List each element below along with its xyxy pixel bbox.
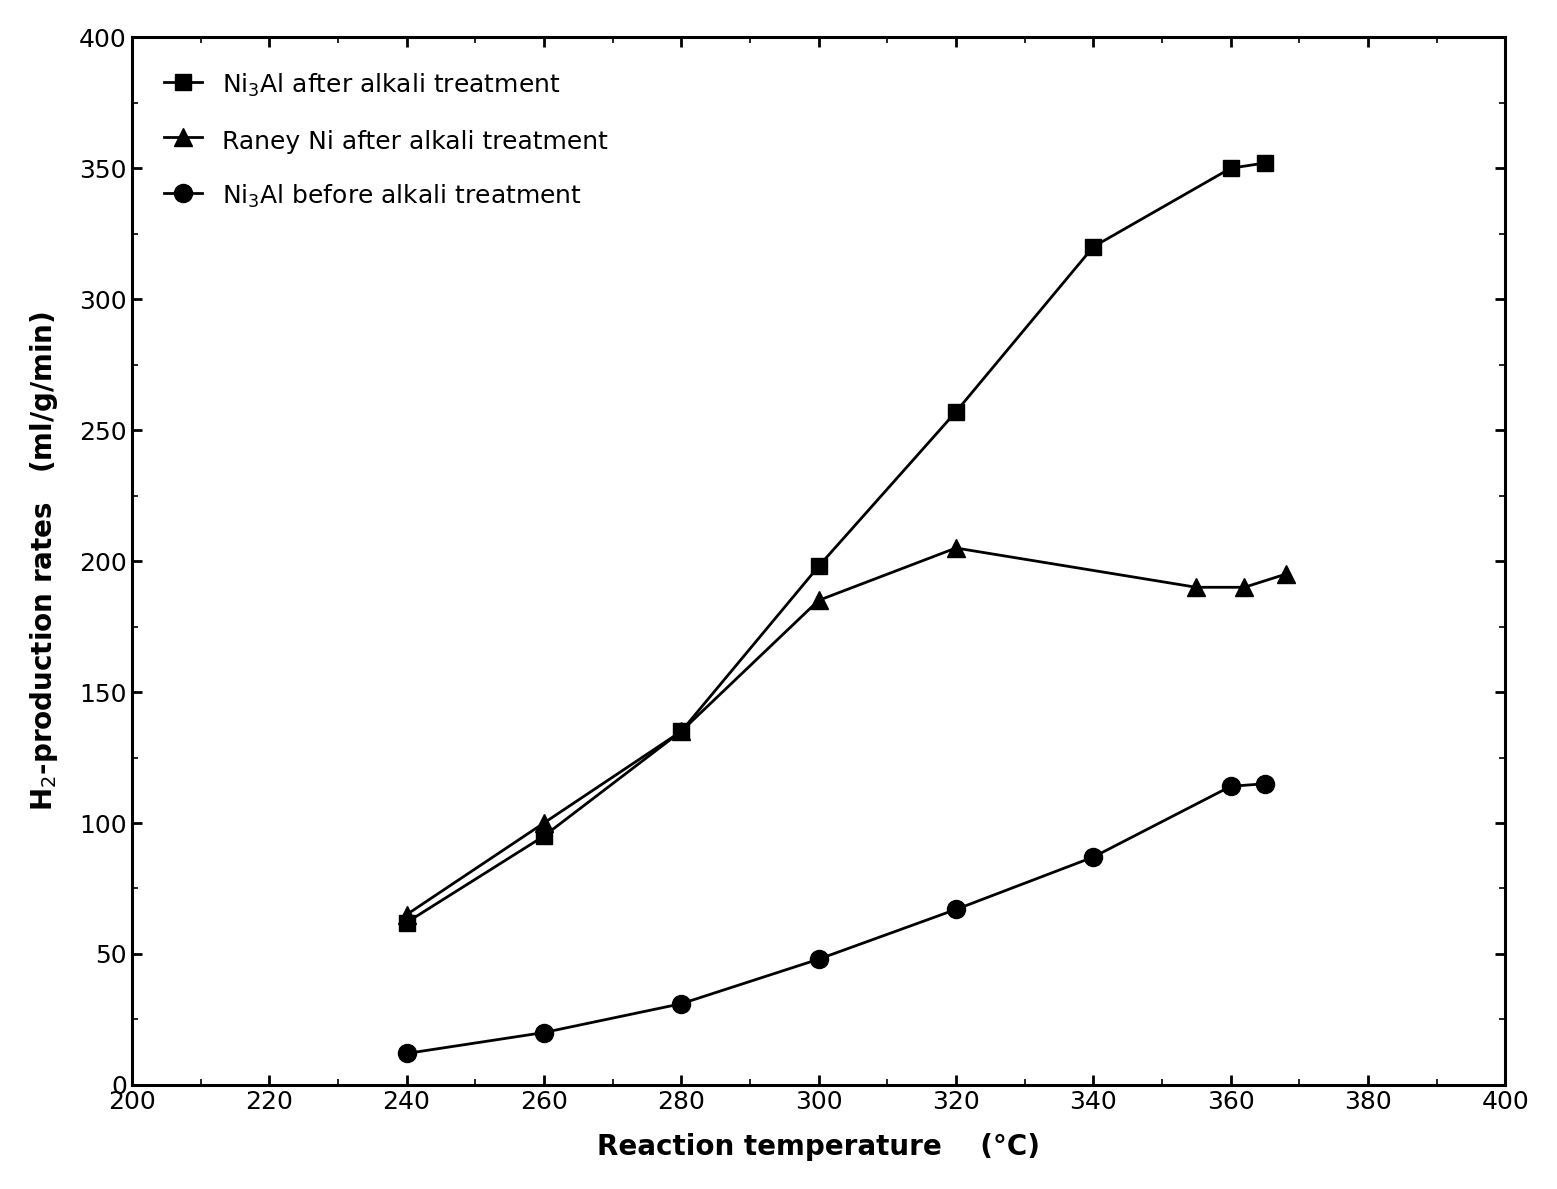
- Ni$_3$Al before alkali treatment: [810, 952, 828, 967]
- Ni$_3$Al before alkali treatment: [1255, 776, 1274, 791]
- Raney Ni after alkali treatment: [947, 541, 965, 555]
- Raney Ni after alkali treatment: [1235, 580, 1253, 594]
- Ni$_3$Al before alkali treatment: [397, 1046, 416, 1061]
- Ni$_3$Al after alkali treatment: [534, 829, 553, 843]
- Ni$_3$Al after alkali treatment: [1221, 161, 1239, 175]
- Legend: Ni$_3$Al after alkali treatment, Raney Ni after alkali treatment, Ni$_3$Al befor: Ni$_3$Al after alkali treatment, Raney N…: [145, 50, 627, 232]
- Ni$_3$Al after alkali treatment: [1084, 240, 1102, 254]
- Raney Ni after alkali treatment: [534, 816, 553, 830]
- Raney Ni after alkali treatment: [673, 724, 691, 738]
- Raney Ni after alkali treatment: [397, 907, 416, 921]
- X-axis label: Reaction temperature    (°C): Reaction temperature (°C): [596, 1133, 1040, 1162]
- Ni$_3$Al after alkali treatment: [673, 724, 691, 738]
- Line: Raney Ni after alkali treatment: Raney Ni after alkali treatment: [397, 539, 1294, 924]
- Ni$_3$Al before alkali treatment: [534, 1025, 553, 1039]
- Ni$_3$Al after alkali treatment: [810, 559, 828, 573]
- Ni$_3$Al before alkali treatment: [1221, 779, 1239, 793]
- Raney Ni after alkali treatment: [810, 593, 828, 608]
- Ni$_3$Al after alkali treatment: [397, 916, 416, 930]
- Y-axis label: H$_2$-production rates   (ml/g/min): H$_2$-production rates (ml/g/min): [28, 312, 59, 811]
- Ni$_3$Al before alkali treatment: [673, 996, 691, 1011]
- Ni$_3$Al after alkali treatment: [947, 404, 965, 419]
- Line: Ni$_3$Al after alkali treatment: Ni$_3$Al after alkali treatment: [399, 155, 1274, 931]
- Raney Ni after alkali treatment: [1277, 567, 1295, 581]
- Ni$_3$Al after alkali treatment: [1255, 156, 1274, 170]
- Line: Ni$_3$Al before alkali treatment: Ni$_3$Al before alkali treatment: [397, 775, 1274, 1063]
- Ni$_3$Al before alkali treatment: [1084, 850, 1102, 864]
- Raney Ni after alkali treatment: [1186, 580, 1205, 594]
- Ni$_3$Al before alkali treatment: [947, 902, 965, 917]
